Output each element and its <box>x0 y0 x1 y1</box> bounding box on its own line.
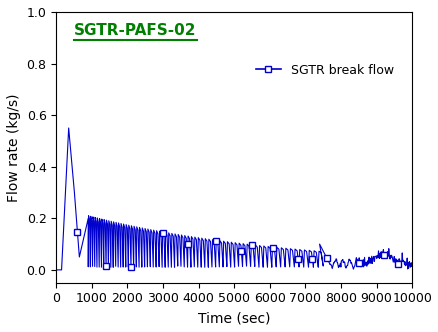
Y-axis label: Flow rate (kg/s): Flow rate (kg/s) <box>7 93 21 202</box>
Text: SGTR-PAFS-02: SGTR-PAFS-02 <box>74 23 196 38</box>
X-axis label: Time (sec): Time (sec) <box>198 311 270 325</box>
Legend: SGTR break flow: SGTR break flow <box>250 59 398 82</box>
